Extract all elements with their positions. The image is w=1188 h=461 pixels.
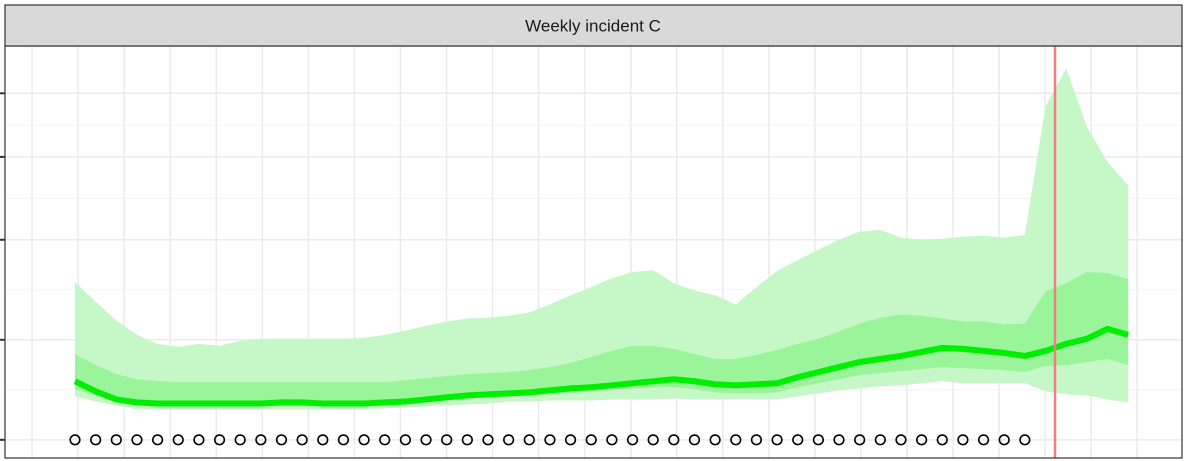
- interval-band: [75, 272, 1129, 403]
- strip-title: Weekly incident C: [525, 16, 661, 35]
- observed-point: [441, 434, 453, 446]
- observed-point: [131, 434, 143, 446]
- observed-point: [668, 434, 680, 446]
- observed-point: [998, 434, 1010, 446]
- observed-point: [461, 434, 473, 446]
- observed-point: [771, 434, 783, 446]
- observed-point: [895, 434, 907, 446]
- observed-point: [874, 434, 886, 446]
- observed-point: [275, 434, 288, 446]
- observed-point: [647, 434, 659, 446]
- observed-point: [936, 434, 948, 446]
- observed-point: [854, 434, 866, 446]
- observed-point: [957, 434, 969, 446]
- observed-point: [69, 434, 81, 446]
- observed-point: [977, 434, 990, 446]
- observed-point: [317, 434, 329, 446]
- observed-point: [626, 434, 639, 446]
- observed-point: [213, 434, 226, 446]
- observed-point: [709, 434, 721, 446]
- observed-point: [792, 434, 804, 446]
- observed-point: [688, 434, 701, 446]
- observed-point: [503, 434, 515, 446]
- observed-point: [523, 434, 535, 446]
- observed-point: [730, 434, 742, 446]
- observed-point: [234, 434, 246, 446]
- observed-point: [399, 434, 411, 446]
- observed-point: [833, 434, 845, 446]
- observed-point: [420, 434, 432, 446]
- observed-point: [90, 434, 102, 446]
- plot-layer: [5, 46, 1182, 458]
- observed-point: [1019, 434, 1031, 446]
- observed-point: [916, 434, 928, 446]
- observed-point: [379, 434, 391, 446]
- observed-point: [358, 434, 370, 446]
- observed-point: [337, 434, 350, 446]
- observed-point: [296, 434, 308, 446]
- observed-point: [193, 434, 205, 446]
- observed-point: [110, 434, 122, 446]
- observed-point: [750, 434, 763, 446]
- observed-point: [151, 434, 164, 446]
- median-line: [73, 325, 1129, 407]
- observed-point: [606, 434, 618, 446]
- observed-point: [255, 434, 267, 446]
- strip: [4, 4, 1183, 47]
- observed-point: [172, 434, 184, 446]
- observed-point: [812, 434, 824, 446]
- observed-point: [544, 434, 556, 446]
- observed-point: [482, 434, 494, 446]
- observed-point: [564, 434, 577, 446]
- observed-point: [585, 434, 597, 446]
